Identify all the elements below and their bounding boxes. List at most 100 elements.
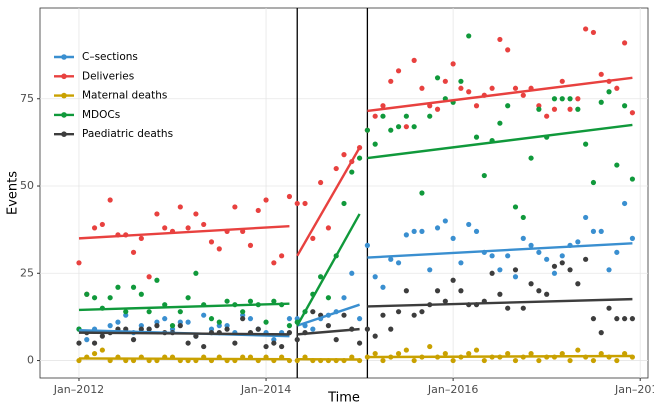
- data-point: [427, 267, 433, 273]
- data-point: [271, 340, 277, 346]
- data-point: [388, 326, 394, 332]
- data-point: [629, 316, 636, 322]
- data-point: [185, 225, 191, 231]
- data-point: [154, 323, 160, 329]
- y-tick-label: 75: [20, 92, 34, 105]
- data-point: [505, 350, 511, 357]
- trend-line: [78, 302, 290, 312]
- x-axis-title: Time: [327, 391, 360, 405]
- data-point: [575, 96, 581, 102]
- data-point: [325, 225, 332, 231]
- data-point: [372, 274, 378, 280]
- data-point: [310, 309, 316, 315]
- data-point: [341, 295, 347, 301]
- data-point: [130, 337, 137, 343]
- data-point: [559, 350, 565, 357]
- data-point: [279, 343, 285, 350]
- data-point: [536, 357, 542, 364]
- data-point: [123, 309, 129, 315]
- data-point: [512, 357, 519, 364]
- data-point: [271, 260, 277, 266]
- data-point: [629, 110, 636, 116]
- data-point: [466, 350, 472, 357]
- data-point: [107, 295, 113, 301]
- data-point: [411, 228, 417, 234]
- plot-panel: [39, 7, 649, 379]
- data-point: [629, 176, 636, 182]
- data-point: [76, 340, 82, 346]
- data-point: [528, 155, 534, 161]
- data-point: [559, 96, 565, 102]
- data-point: [388, 127, 394, 133]
- data-point: [177, 323, 183, 329]
- data-point: [411, 57, 417, 63]
- data-point: [614, 85, 620, 91]
- data-point: [240, 309, 246, 315]
- data-point: [208, 316, 215, 322]
- data-point: [544, 291, 550, 297]
- legend: C–sections Deliveries Maternal deaths MDOCs…: [54, 51, 173, 140]
- trend-line: [367, 297, 633, 308]
- data-point: [232, 204, 238, 210]
- data-point: [193, 270, 199, 276]
- data-point: [450, 235, 456, 241]
- data-point: [208, 239, 215, 245]
- data-point: [247, 298, 254, 304]
- y-tick-label: 0: [27, 354, 34, 367]
- data-point: [263, 319, 269, 325]
- x-tick-label: Jan–2018: [614, 383, 654, 396]
- data-point: [473, 134, 480, 140]
- data-point: [411, 312, 417, 318]
- data-point: [551, 96, 558, 102]
- y-tick-label: 25: [20, 266, 34, 279]
- data-point: [356, 316, 363, 322]
- data-point: [434, 106, 441, 112]
- data-point: [505, 47, 511, 53]
- data-point: [598, 99, 604, 105]
- data-point: [99, 333, 105, 339]
- data-point: [567, 96, 573, 102]
- data-point: [91, 350, 98, 357]
- data-point: [216, 319, 222, 325]
- data-point: [512, 85, 519, 91]
- data-point: [427, 343, 433, 350]
- data-point: [419, 309, 425, 315]
- data-point: [177, 204, 183, 210]
- data-point: [411, 357, 417, 364]
- data-point: [481, 357, 487, 364]
- data-point: [583, 26, 589, 32]
- data-point: [162, 316, 168, 322]
- data-point: [575, 281, 581, 287]
- data-point: [364, 326, 370, 332]
- data-point: [341, 152, 347, 158]
- grid: [40, 8, 648, 378]
- data-point: [505, 253, 511, 259]
- data-point: [419, 85, 425, 91]
- data-point: [512, 267, 519, 273]
- data-point: [520, 92, 526, 98]
- data-point: [614, 357, 620, 364]
- data-point: [154, 277, 160, 283]
- data-point: [240, 316, 246, 322]
- data-point: [310, 235, 316, 241]
- data-point: [349, 270, 355, 276]
- data-point: [193, 211, 199, 217]
- data-point: [606, 267, 612, 273]
- data-point: [575, 347, 581, 353]
- data-point: [458, 288, 464, 294]
- trend-line: [78, 224, 290, 240]
- data-point: [489, 270, 495, 276]
- data-point: [614, 316, 620, 322]
- data-point: [201, 221, 207, 228]
- data-point: [403, 232, 409, 238]
- legend-dot: [61, 54, 67, 60]
- data-point: [583, 141, 589, 147]
- data-point: [473, 347, 480, 353]
- data-point: [286, 316, 293, 322]
- data-point: [372, 333, 378, 339]
- data-point: [473, 228, 480, 234]
- data-point: [567, 357, 573, 364]
- data-point: [520, 305, 526, 311]
- trend-line: [367, 242, 633, 259]
